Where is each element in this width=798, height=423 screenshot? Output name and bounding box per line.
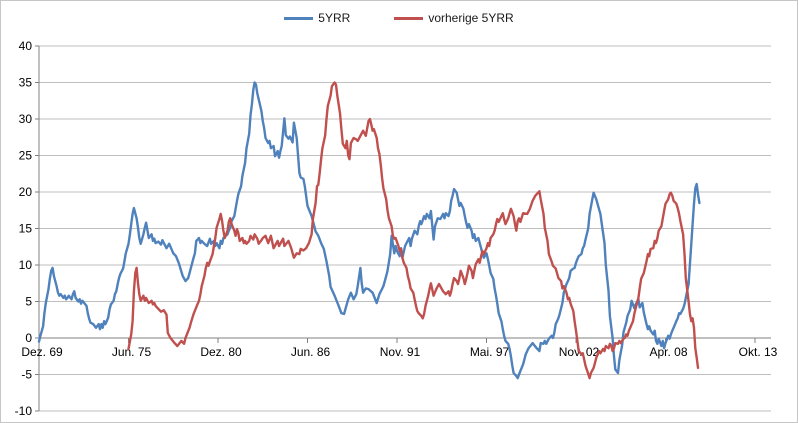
y-axis-tick-label: 25 (19, 149, 33, 163)
chart-legend: 5YRR vorherige 5YRR (1, 11, 797, 25)
y-axis-tick-label: 40 (19, 39, 33, 53)
x-axis-tick-label: Okt. 13 (739, 345, 778, 359)
x-axis-tick-label: Jun. 75 (112, 345, 152, 359)
y-axis-tick-label: 20 (19, 185, 33, 199)
x-axis-tick-label: Jun. 86 (291, 345, 331, 359)
legend-line-sample-vorherige-5yrr (394, 16, 424, 20)
y-axis-tick-label: 30 (19, 112, 33, 126)
x-axis-tick-label: Dez. 69 (21, 345, 63, 359)
x-axis-tick-label: Dez. 80 (200, 345, 242, 359)
series-line-5yrr (37, 81, 701, 380)
x-axis-tick-label: Mai. 97 (470, 345, 510, 359)
y-axis-tick-label: -5 (21, 368, 32, 382)
legend-item-5yrr: 5YRR (284, 11, 350, 25)
y-axis-tick-label: 10 (19, 258, 33, 272)
y-axis-tick-label: 15 (19, 222, 33, 236)
y-axis-tick-label: -10 (15, 404, 33, 418)
legend-label-5yrr: 5YRR (318, 11, 351, 25)
x-axis-tick-label: Nov. 91 (380, 345, 421, 359)
y-axis-tick-label: 5 (25, 295, 32, 309)
legend-line-sample-5yrr (284, 16, 314, 20)
series-line-vorherige-5yrr (127, 81, 700, 380)
legend-item-vorherige-5yrr: vorherige 5YRR (394, 11, 514, 25)
x-axis-tick-label: Apr. 08 (649, 345, 687, 359)
y-axis-tick-label: 35 (19, 76, 33, 90)
legend-label-vorherige-5yrr: vorherige 5YRR (428, 11, 514, 25)
y-axis-tick-label: 0 (25, 331, 32, 345)
